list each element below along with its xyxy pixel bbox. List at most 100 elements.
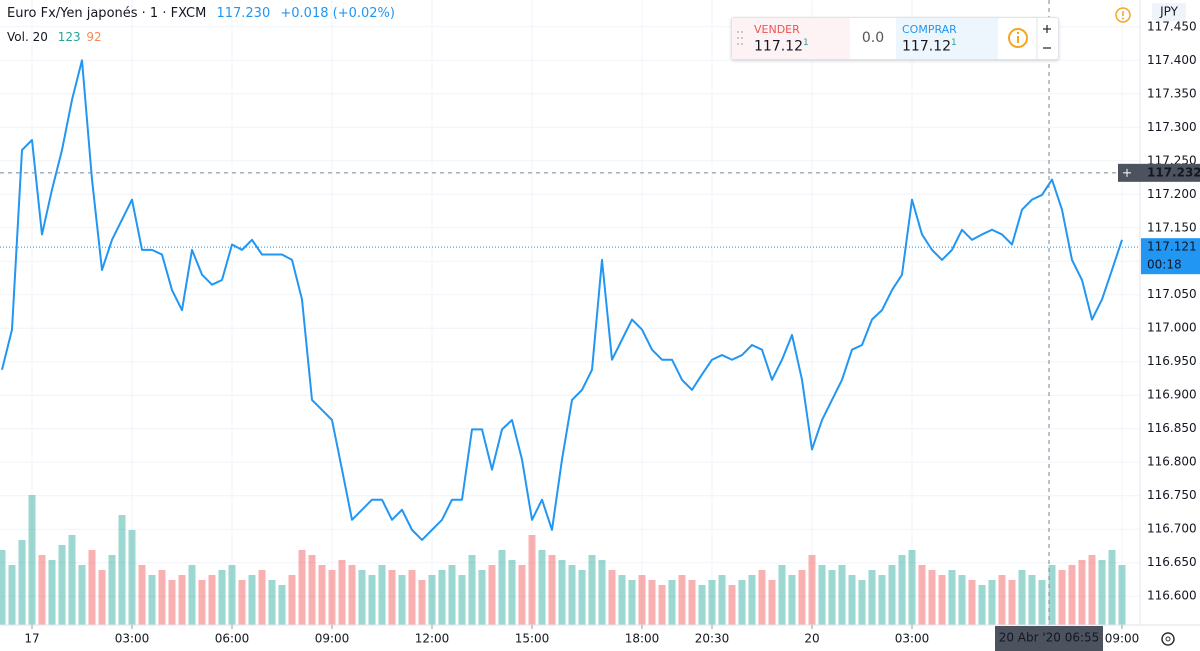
volume-bar xyxy=(118,515,126,625)
sell-button[interactable]: VENDER 117.121 xyxy=(732,18,850,59)
y-tick-label: 116.800 xyxy=(1147,455,1197,469)
volume-bar xyxy=(988,580,996,625)
volume-bar xyxy=(718,575,726,625)
y-tick-label: 117.150 xyxy=(1147,220,1197,234)
sell-price-main: 117.12 xyxy=(754,38,803,55)
crosshair-price-box xyxy=(1118,163,1200,182)
change: +0.018 (+0.02%) xyxy=(280,6,395,21)
y-tick-label: 116.600 xyxy=(1147,589,1197,603)
x-tick-label: 03:00 xyxy=(115,632,150,646)
volume-bar xyxy=(148,575,156,625)
volume-bar xyxy=(1108,550,1116,625)
y-tick-label: 116.750 xyxy=(1147,488,1197,502)
volume-bar xyxy=(568,565,576,625)
y-tick-label: 116.850 xyxy=(1147,421,1197,435)
volume-bar xyxy=(818,565,826,625)
volume-bar xyxy=(228,565,236,625)
volume-bar xyxy=(598,560,606,625)
volume-bar xyxy=(178,575,186,625)
zoom-buttons[interactable] xyxy=(1043,25,1051,49)
x-tick-label: 12:00 xyxy=(415,632,450,646)
buy-price: 117.121 xyxy=(902,38,957,55)
volume-bar xyxy=(1068,565,1076,625)
info-icon[interactable] xyxy=(1008,28,1028,48)
volume-bar xyxy=(668,580,676,625)
volume-bar xyxy=(1118,565,1126,625)
volume-bar xyxy=(958,575,966,625)
x-tick-label: 15:00 xyxy=(515,632,550,646)
volume-bar xyxy=(238,580,246,625)
symbol: Euro Fx/Yen japonés · 1 · FXCM xyxy=(7,6,207,21)
volume-bar xyxy=(658,585,666,625)
crosshair-time-label: 20 Abr '20 06:55 xyxy=(999,631,1100,645)
volume-bar xyxy=(0,550,6,625)
volume-bar xyxy=(858,580,866,625)
volume-bar xyxy=(1098,560,1106,625)
x-tick-label: 20 xyxy=(804,632,819,646)
volume-bar xyxy=(1028,575,1036,625)
volume-bar xyxy=(198,580,206,625)
volume-bar xyxy=(108,555,116,625)
volume-bar xyxy=(138,565,146,625)
volume-bar xyxy=(848,575,856,625)
volume-bar xyxy=(48,560,56,625)
drag-handle xyxy=(737,31,743,45)
sell-price: 117.121 xyxy=(754,38,809,55)
volume-bar xyxy=(28,495,36,625)
volume-bar xyxy=(438,570,446,625)
volume-bar xyxy=(8,565,16,625)
volume-bar xyxy=(278,585,286,625)
alert-icon-dot xyxy=(1122,17,1124,20)
volume-bar xyxy=(128,530,136,625)
y-tick-label: 117.000 xyxy=(1147,321,1197,335)
volume-bar xyxy=(458,575,466,625)
y-tick-label: 116.700 xyxy=(1147,522,1197,536)
info-icon-dot xyxy=(1016,31,1020,35)
volume-bar xyxy=(518,565,526,625)
volume-bar xyxy=(188,565,196,625)
volume-bar xyxy=(908,550,916,625)
volume-bar xyxy=(358,570,366,625)
volume-bar xyxy=(768,580,776,625)
volume-bar xyxy=(218,570,226,625)
volume-legend: Vol. 20 123 92 xyxy=(7,30,108,44)
y-tick-label: 116.650 xyxy=(1147,555,1197,569)
volume-bar xyxy=(788,575,796,625)
volume-bar xyxy=(748,575,756,625)
alert-icon[interactable] xyxy=(1115,7,1131,23)
settings-icon-hub xyxy=(1165,636,1171,642)
current-price-box xyxy=(1141,238,1200,275)
volume-bar xyxy=(478,570,486,625)
currency-box xyxy=(1152,3,1186,21)
crosshair-price-label: 117.232 xyxy=(1147,165,1200,179)
volume-bar xyxy=(918,565,926,625)
x-tick-label: 09:00 xyxy=(1105,632,1140,646)
volume-bar xyxy=(778,565,786,625)
y-tick-label: 117.250 xyxy=(1147,153,1197,167)
buy-label: COMPRAR xyxy=(902,23,957,36)
crosshair-time-box xyxy=(995,626,1103,651)
volume-bar xyxy=(318,565,326,625)
volume-bar xyxy=(648,580,656,625)
volume-bar xyxy=(828,570,836,625)
price-line xyxy=(1,59,1123,541)
volume-bar xyxy=(268,580,276,625)
volume-down: 92 xyxy=(86,30,102,44)
volume-bar xyxy=(18,540,26,625)
volume-bar xyxy=(1048,565,1056,625)
volume-bar xyxy=(868,570,876,625)
volume-bar xyxy=(98,570,106,625)
y-tick-label: 116.900 xyxy=(1147,388,1197,402)
buy-price-main: 117.12 xyxy=(902,38,951,55)
volume-bar xyxy=(1058,570,1066,625)
volume-bar xyxy=(488,565,496,625)
settings-icon[interactable] xyxy=(1161,632,1175,646)
volume-bar xyxy=(288,575,296,625)
volume-bar xyxy=(678,575,686,625)
volume-bar xyxy=(158,570,166,625)
buy-button[interactable]: COMPRAR 117.121 xyxy=(896,18,998,59)
volume-bar xyxy=(168,580,176,625)
volume-bar xyxy=(418,580,426,625)
volume-bar xyxy=(378,565,386,625)
